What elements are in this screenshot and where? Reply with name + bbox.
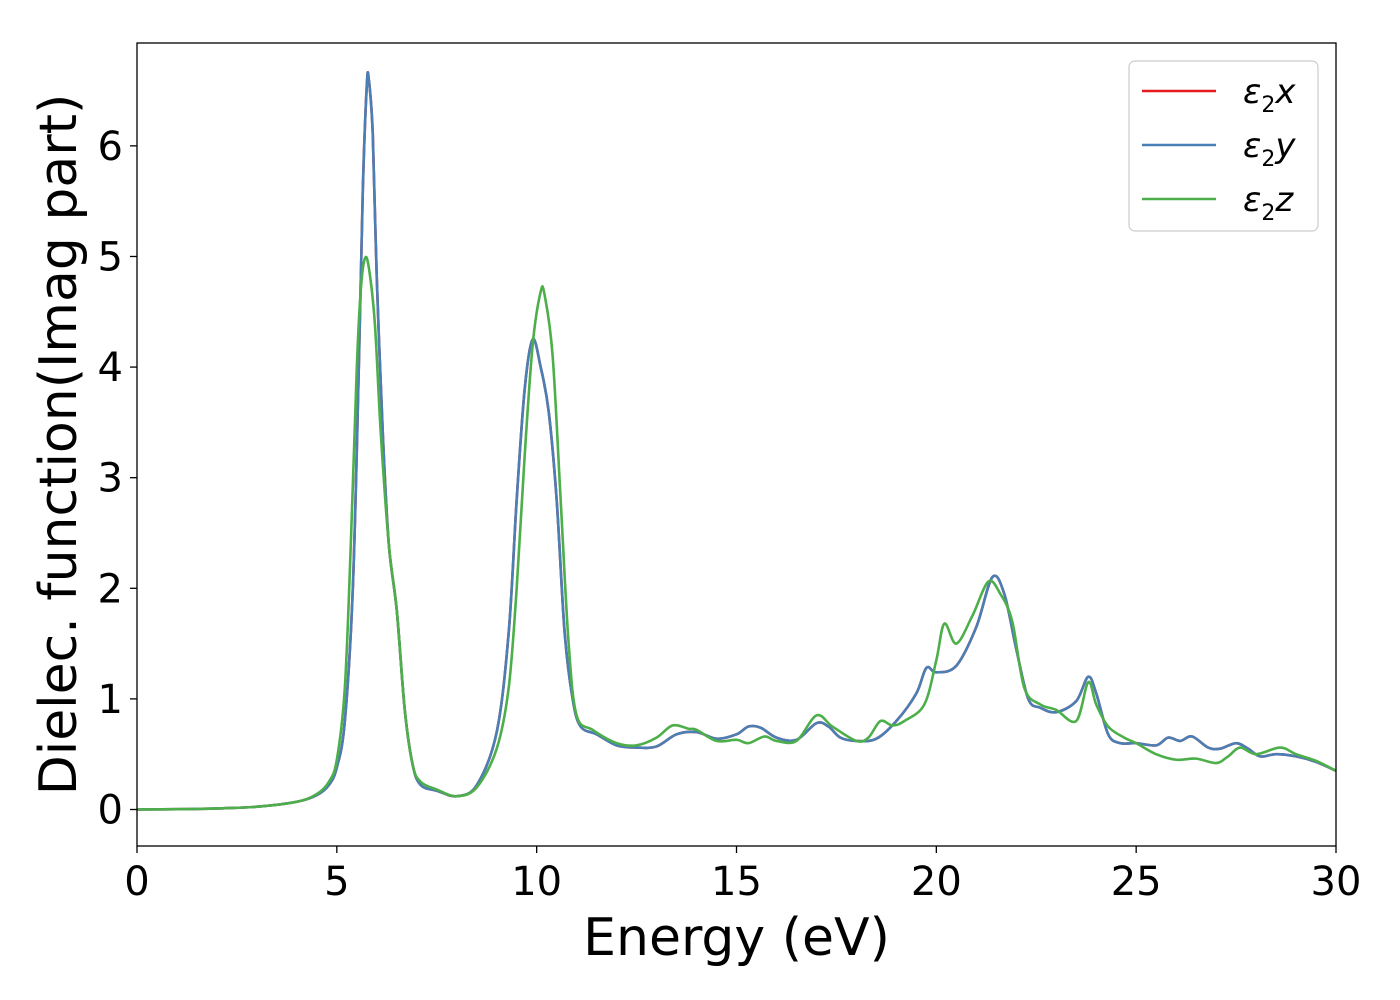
x-tick-label: 0 xyxy=(124,859,149,905)
x-tick-label: 20 xyxy=(911,859,962,905)
y-tick-label: 6 xyxy=(98,124,123,170)
series-line-y xyxy=(137,70,1336,811)
x-tick-label: 25 xyxy=(1111,859,1162,905)
legend-label-z: ε2z xyxy=(1243,180,1294,226)
series-line-z xyxy=(137,255,1336,811)
legend-box xyxy=(1128,60,1319,232)
y-tick-label: 4 xyxy=(98,345,123,391)
legend: ε2x ε2y ε2z xyxy=(1128,60,1319,232)
x-tick-label: 30 xyxy=(1311,859,1362,905)
y-tick-label: 5 xyxy=(98,234,123,280)
y-tick-label: 3 xyxy=(98,456,123,502)
y-axis-label: Dielec. function(Imag part) xyxy=(29,94,89,796)
legend-label-y: ε2y xyxy=(1243,126,1296,172)
x-tick-label: 10 xyxy=(511,859,562,905)
legend-label-x: ε2x xyxy=(1243,72,1296,118)
y-tick-label: 1 xyxy=(98,677,123,723)
y-tick-label: 0 xyxy=(98,788,123,834)
x-axis-label: Energy (eV) xyxy=(583,908,890,968)
y-tick-label: 2 xyxy=(98,566,123,612)
x-tick-label: 15 xyxy=(711,859,762,905)
x-tick-label: 5 xyxy=(324,859,349,905)
series-layer xyxy=(137,70,1336,811)
axes-layer: 0 5 10 15 20 25 30 0 1 2 3 4 5 6 xyxy=(98,42,1362,905)
